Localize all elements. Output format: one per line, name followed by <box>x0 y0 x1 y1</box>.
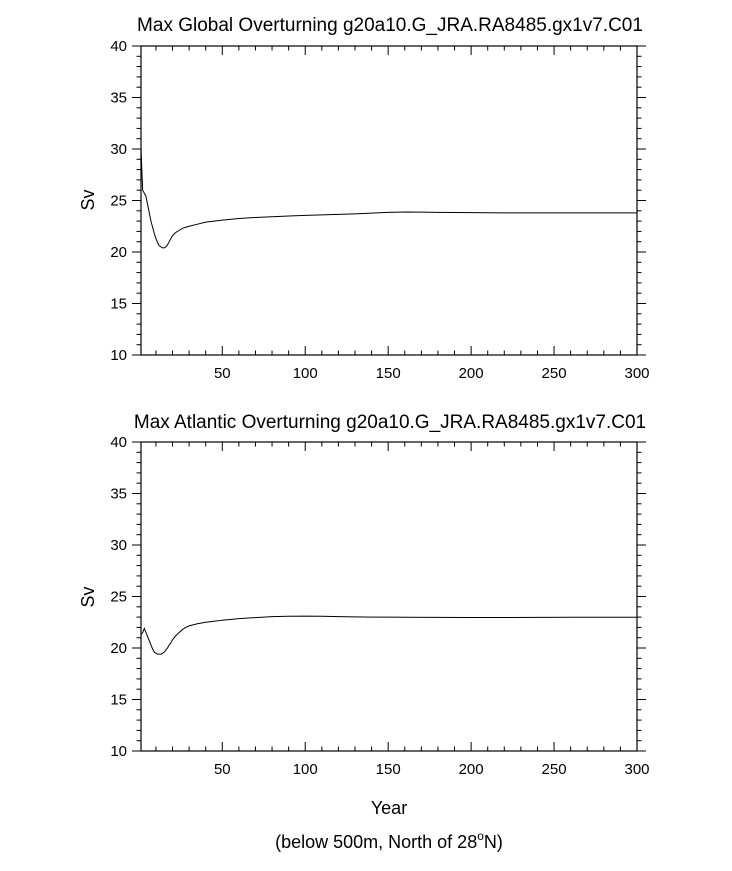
x-tick-label: 250 <box>542 761 567 778</box>
y-axis-label: Sv <box>78 586 98 607</box>
y-tick-label: 30 <box>110 537 127 554</box>
y-tick-label: 35 <box>110 486 127 503</box>
plot-frame <box>140 45 638 356</box>
y-tick-label: 20 <box>110 640 127 657</box>
tick-marks <box>132 45 646 356</box>
x-tick-label: 100 <box>293 365 318 382</box>
y-axis-label: Sv <box>78 189 98 210</box>
y-tick-label: 20 <box>110 244 127 261</box>
atlantic-overturning-panel: Max Atlantic Overturning g20a10.G_JRA.RA… <box>78 412 650 818</box>
y-tick-label: 10 <box>110 347 127 364</box>
global-overturning-panel: Max Global Overturning g20a10.G_JRA.RA84… <box>78 15 650 382</box>
y-tick-label: 25 <box>110 589 127 606</box>
y-tick-label: 35 <box>110 90 127 107</box>
y-tick-label: 40 <box>110 434 127 451</box>
x-tick-label: 150 <box>376 365 401 382</box>
footnote-suffix: N) <box>484 832 503 852</box>
chart-title: Max Atlantic Overturning g20a10.G_JRA.RA… <box>134 412 646 433</box>
x-tick-label: 300 <box>624 761 649 778</box>
x-tick-label: 200 <box>459 365 484 382</box>
y-tick-label: 25 <box>110 193 127 210</box>
chart-title: Max Global Overturning g20a10.G_JRA.RA84… <box>137 15 643 36</box>
x-tick-label: 100 <box>293 761 318 778</box>
x-tick-label: 50 <box>214 761 231 778</box>
x-tick-label: 200 <box>459 761 484 778</box>
series-line <box>140 615 637 655</box>
tick-labels: 50 100 150 200 250 300 10 15 20 25 30 35 40 <box>110 38 649 382</box>
x-axis-label: Year <box>371 798 407 818</box>
footnote-prefix: (below 500m, North of 28 <box>275 832 477 852</box>
plot-frame <box>140 441 638 752</box>
footnote-superscript: o <box>477 829 484 843</box>
series-line <box>140 148 637 249</box>
y-tick-label: 30 <box>110 141 127 158</box>
footnote: (below 500m, North of 28oN) <box>275 829 503 852</box>
x-tick-label: 50 <box>214 365 231 382</box>
tick-marks <box>132 441 646 752</box>
y-tick-label: 15 <box>110 692 127 709</box>
y-tick-label: 10 <box>110 743 127 760</box>
y-tick-label: 15 <box>110 296 127 313</box>
y-tick-label: 40 <box>110 38 127 55</box>
x-tick-label: 300 <box>624 365 649 382</box>
x-tick-label: 250 <box>542 365 567 382</box>
x-tick-label: 150 <box>376 761 401 778</box>
tick-labels: 50 100 150 200 250 300 10 15 20 25 30 35 40 <box>110 434 649 778</box>
